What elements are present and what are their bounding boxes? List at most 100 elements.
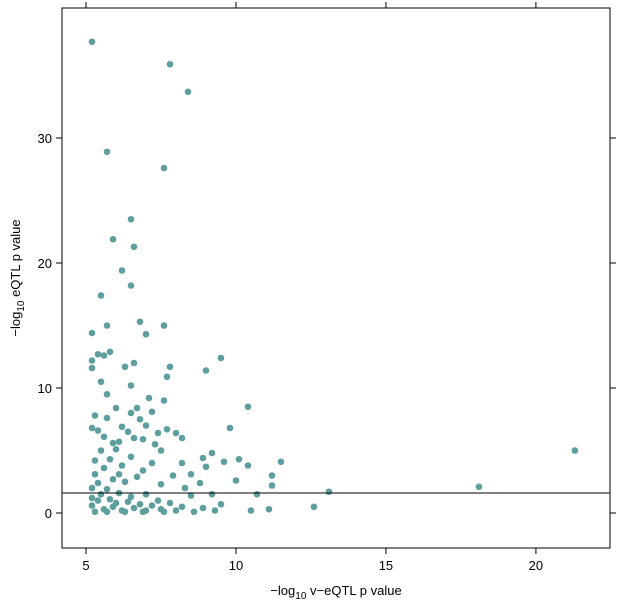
point — [94, 479, 102, 487]
point — [106, 348, 114, 356]
y-tick-label: 0 — [45, 506, 52, 521]
point — [124, 498, 132, 506]
point — [127, 382, 135, 389]
x-tick-label: 5 — [82, 558, 89, 573]
point — [199, 504, 207, 512]
point — [187, 492, 195, 499]
point — [88, 494, 96, 502]
point — [97, 378, 105, 386]
point — [91, 457, 99, 464]
point — [94, 427, 102, 434]
point — [118, 423, 126, 431]
x-label-sub: 10 — [295, 591, 307, 601]
point — [91, 508, 99, 516]
point — [109, 235, 117, 243]
point — [172, 429, 180, 437]
point — [88, 38, 96, 46]
point — [136, 415, 144, 423]
point — [124, 428, 132, 436]
point — [166, 363, 174, 371]
point — [121, 363, 129, 371]
x-label-part: v−eQTL p value — [306, 583, 401, 598]
point — [148, 459, 156, 467]
point — [217, 354, 225, 362]
point — [187, 470, 195, 478]
point — [103, 390, 111, 398]
point — [94, 350, 102, 358]
point — [160, 164, 168, 172]
point — [97, 447, 105, 454]
y-label-part: −log — [8, 312, 23, 337]
point — [88, 502, 96, 509]
point — [220, 458, 228, 466]
point — [232, 477, 240, 484]
point — [136, 500, 144, 508]
point — [235, 455, 243, 463]
point — [127, 409, 135, 417]
point — [97, 490, 105, 498]
point — [103, 322, 111, 329]
point — [88, 329, 96, 337]
point — [106, 455, 114, 463]
point — [127, 215, 135, 223]
point — [106, 495, 114, 503]
point — [109, 439, 117, 447]
point — [163, 373, 171, 381]
point — [202, 367, 210, 374]
point — [244, 403, 252, 411]
plot-frame — [61, 7, 611, 549]
point — [142, 422, 150, 429]
point — [154, 497, 162, 504]
point — [127, 453, 135, 461]
point — [178, 503, 186, 511]
point — [100, 464, 108, 472]
point — [88, 364, 96, 372]
point — [88, 357, 96, 364]
y-tick-label: 30 — [38, 131, 52, 146]
point — [94, 497, 102, 504]
point — [571, 447, 579, 454]
point — [115, 470, 123, 478]
y-label-sub: 10 — [16, 300, 27, 312]
point — [172, 507, 180, 514]
point — [160, 508, 168, 516]
point — [475, 483, 483, 491]
point — [217, 500, 225, 508]
point — [310, 503, 318, 511]
point — [226, 424, 234, 432]
point — [103, 485, 111, 493]
point — [112, 404, 120, 412]
point — [91, 412, 99, 419]
x-tick-label: 15 — [379, 558, 393, 573]
y-tick-label: 10 — [38, 381, 52, 396]
point — [202, 463, 210, 471]
point — [109, 475, 117, 483]
point — [154, 429, 162, 437]
point — [169, 472, 177, 479]
point — [100, 433, 108, 441]
point — [133, 404, 141, 412]
point — [112, 499, 120, 507]
point — [178, 459, 186, 467]
point — [211, 507, 219, 514]
point — [118, 267, 126, 274]
y-label-part: eQTL p value — [8, 219, 23, 300]
point — [247, 507, 255, 514]
x-label-part: −log — [270, 583, 295, 598]
point — [97, 292, 105, 299]
point — [157, 480, 165, 488]
x-tick-label: 10 — [229, 558, 243, 573]
point — [130, 434, 138, 442]
point — [160, 322, 168, 329]
point — [142, 490, 150, 498]
y-axis-label: −log10 eQTL p value — [8, 219, 27, 336]
point — [100, 352, 108, 359]
point — [277, 458, 285, 466]
point — [142, 330, 150, 338]
point — [130, 359, 138, 367]
point — [178, 434, 186, 442]
point — [166, 499, 174, 507]
point — [103, 414, 111, 422]
point — [268, 482, 276, 489]
